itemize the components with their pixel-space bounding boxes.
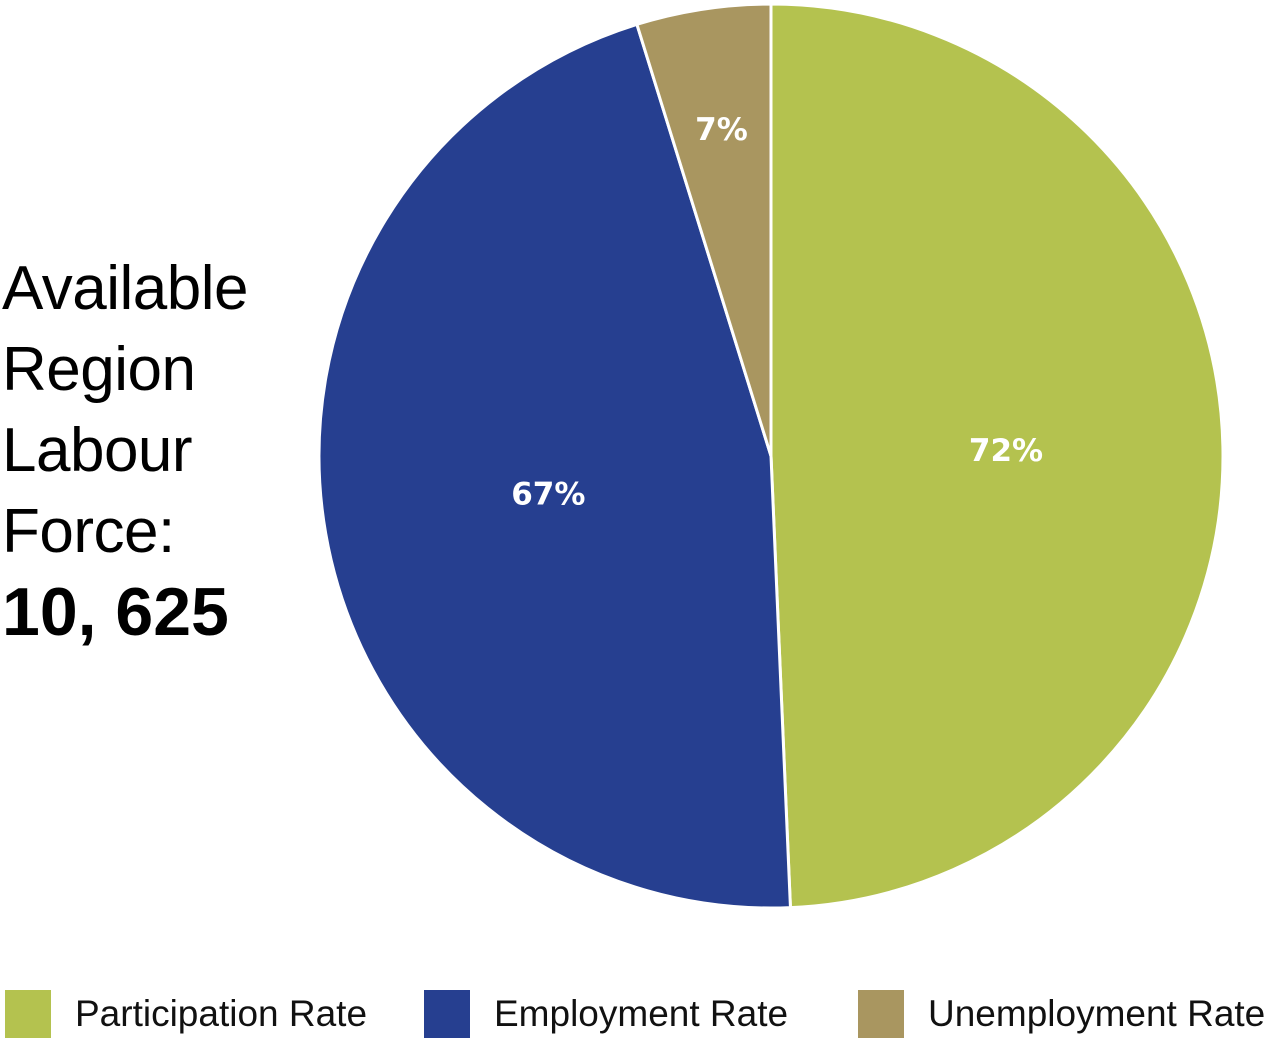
legend-swatch-unemployment [858,990,904,1038]
pie-chart: 72% 67% 7% [317,2,1225,910]
legend-label-participation: Participation Rate [75,993,368,1034]
labour-force-label-line-3: Labour [2,416,193,485]
pie-slice-participation [769,2,1225,910]
labour-force-label: Available Region Labour Force: 10, 625 [2,248,302,654]
labour-force-value: 10, 625 [2,574,229,650]
pie-label-participation: 72% [969,433,1043,469]
pie-label-unemployment: 7% [695,112,748,148]
legend-label-employment: Employment Rate [494,993,789,1034]
pie-slice-unemployment [635,2,773,458]
legend-item-participation: Participation Rate [5,988,367,1040]
labour-force-label-line-4: Force: [2,497,175,566]
legend-item-unemployment: Unemployment Rate [858,988,1265,1040]
labour-force-label-line-1: Available [2,254,248,323]
legend-item-employment: Employment Rate [424,988,788,1040]
pie-label-employment: 67% [511,477,585,513]
legend-label-unemployment: Unemployment Rate [928,993,1266,1034]
pie-slice-employment [317,22,792,910]
legend-swatch-employment [424,990,470,1038]
labour-force-label-line-2: Region [2,335,196,404]
chart-legend: Participation Rate Employment Rate Unemp… [0,988,1280,1042]
legend-swatch-participation [5,990,51,1038]
